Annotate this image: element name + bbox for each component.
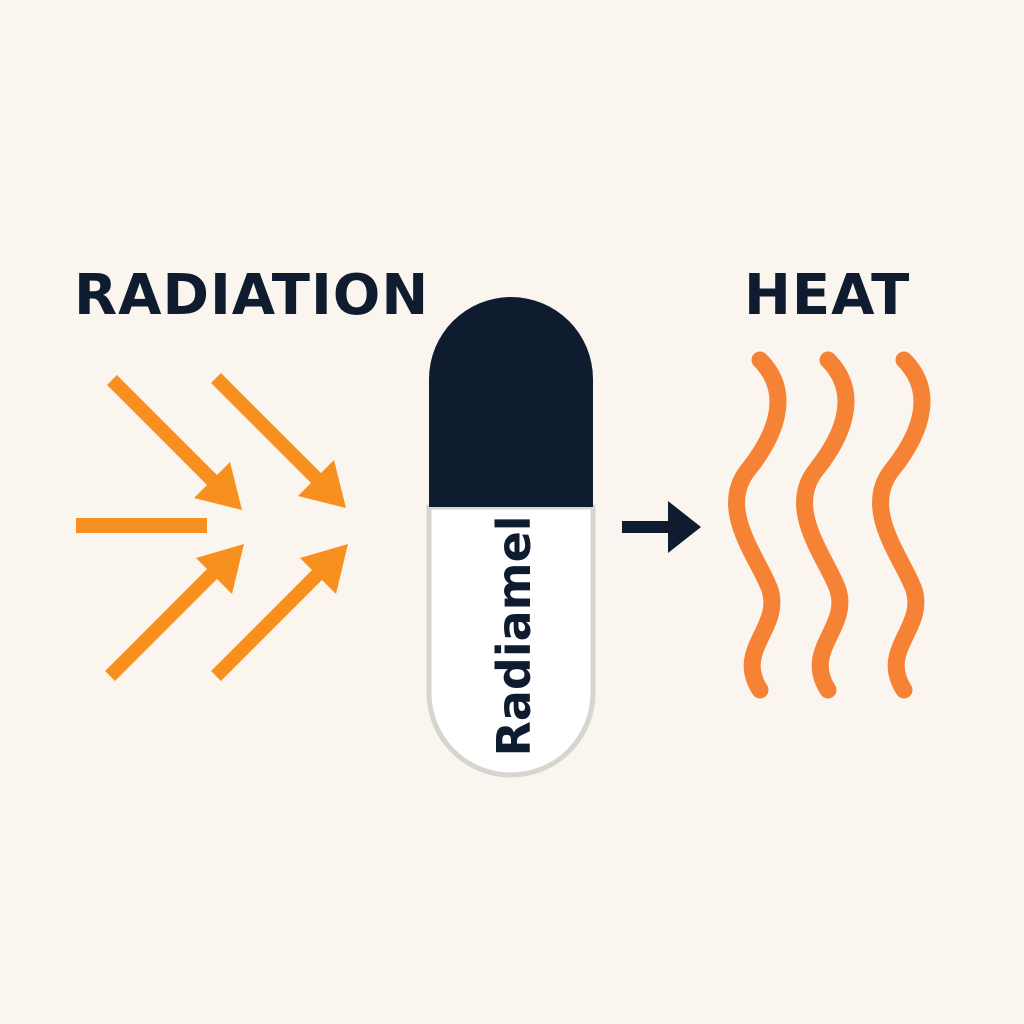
wavy-heat-icon xyxy=(728,351,787,699)
wavy-heat-icon xyxy=(872,351,931,699)
capsule-top-half xyxy=(429,297,593,507)
heat-waves xyxy=(728,351,931,699)
capsule: Radiamel xyxy=(426,297,596,778)
incoming-arrow-icon xyxy=(211,544,348,681)
arrow-right-icon xyxy=(622,501,701,553)
incoming-arrow-icon xyxy=(76,518,207,533)
incoming-arrow-icon xyxy=(107,375,242,510)
incoming-arrow-icon xyxy=(105,544,244,681)
heat-label: HEAT xyxy=(744,263,911,328)
wavy-heat-icon xyxy=(796,351,855,699)
incoming-arrow-icon xyxy=(211,373,346,508)
capsule-brand-text: Radiamel xyxy=(487,515,541,756)
radiation-label: RADIATION xyxy=(74,263,430,328)
capsule-bottom-half xyxy=(426,504,596,778)
radiation-arrows xyxy=(76,373,348,681)
